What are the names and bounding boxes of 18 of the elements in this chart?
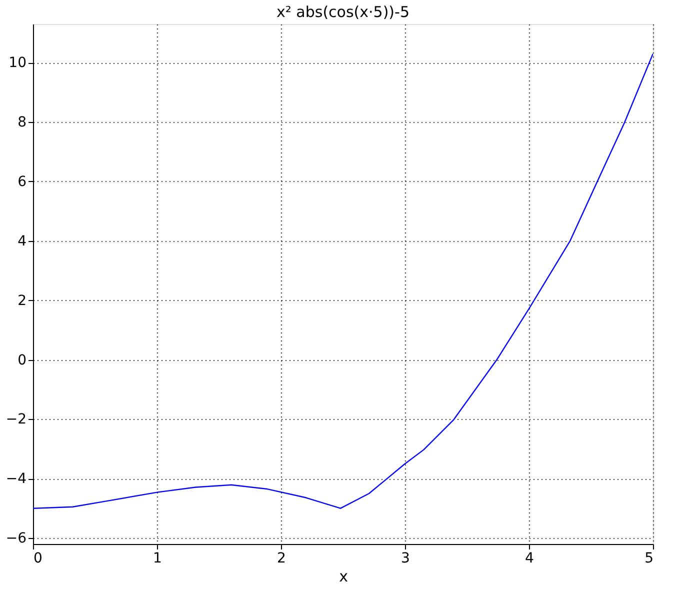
chart-title: x² abs(cos(x·5))-5: [276, 3, 410, 21]
y-tick-label: −2: [6, 412, 26, 428]
y-tick-label: 10: [8, 55, 26, 72]
x-tick-label: 1: [153, 550, 162, 566]
x-axis-title: x: [339, 568, 348, 586]
x-tick-label: 2: [277, 550, 286, 566]
x-tick-label: 4: [525, 550, 534, 566]
y-tick-label: −6: [6, 530, 27, 547]
y-tick-label: 4: [18, 233, 27, 250]
y-tick-label: 8: [18, 114, 26, 131]
y-tick-label: 0: [18, 352, 26, 368]
y-tick-label: 6: [18, 174, 27, 190]
x-tick-label: 3: [401, 550, 410, 566]
x-tick-label: 0: [34, 550, 42, 566]
x-tick-label: 5: [644, 550, 654, 566]
y-tick-label: 2: [18, 292, 26, 309]
line-series: [33, 53, 653, 509]
y-tick-label: −4: [6, 471, 27, 488]
